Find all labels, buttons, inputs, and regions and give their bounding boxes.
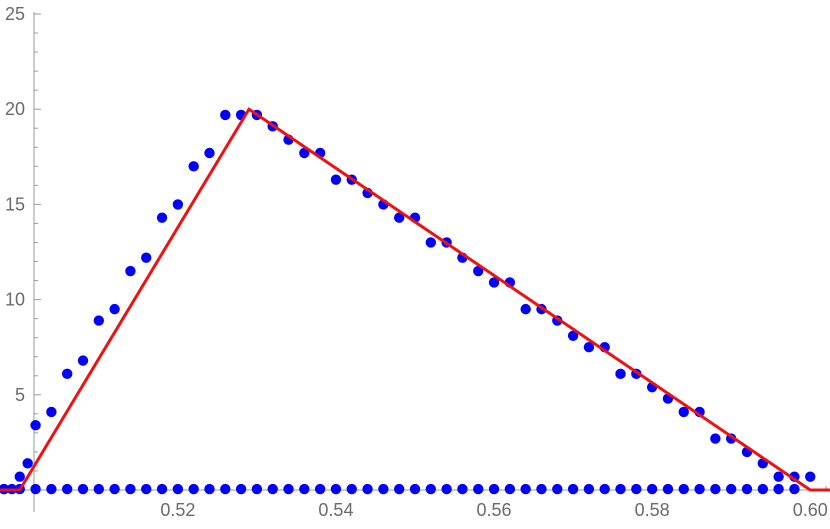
data-point: [646, 483, 658, 495]
data-point: [30, 483, 41, 495]
data-point: [235, 483, 247, 495]
data-point: [710, 433, 721, 444]
data-point: [330, 483, 342, 495]
x-tick-label: 0.54: [318, 500, 353, 520]
data-point: [156, 212, 168, 223]
data-point: [488, 483, 500, 495]
data-point: [583, 342, 595, 353]
data-point: [378, 483, 389, 495]
data-point: [109, 483, 120, 495]
tick-labels: 5 10 15 20 25 0.52 0.54 0.56 0.58 0.60: [5, 4, 828, 520]
y-tick-label: 10: [5, 290, 25, 310]
data-point: [773, 471, 784, 482]
data-point: [662, 483, 674, 495]
data-point: [599, 483, 610, 495]
data-point: [615, 368, 626, 380]
data-point: [283, 483, 294, 495]
data-point: [805, 471, 816, 482]
data-point: [125, 265, 136, 277]
data-point: [409, 483, 421, 495]
data-point: [536, 483, 547, 495]
data-point: [125, 483, 136, 495]
data-point: [567, 483, 579, 495]
data-point: [393, 483, 405, 495]
data-point: [204, 147, 215, 159]
x-tick-label: 0.56: [477, 500, 512, 520]
data-point: [773, 483, 784, 495]
data-point: [93, 315, 105, 326]
data-point: [425, 237, 437, 248]
data-point: [77, 483, 89, 495]
data-point: [172, 483, 184, 495]
data-point: [488, 277, 500, 288]
data-point: [267, 483, 278, 495]
data-point: [583, 483, 595, 495]
data-point: [694, 483, 705, 495]
data-point: [141, 252, 152, 263]
data-point: [14, 471, 25, 482]
axes: [0, 12, 830, 512]
data-point: [251, 483, 263, 495]
data-point: [46, 406, 57, 418]
data-point: [188, 161, 199, 172]
x-tick-label: 0.52: [160, 500, 195, 520]
fit-line: [0, 107, 830, 492]
data-point: [441, 483, 452, 495]
data-point: [204, 483, 215, 495]
x-tick-label: 0.60: [793, 500, 828, 520]
data-point: [457, 483, 468, 495]
data-point: [141, 483, 152, 495]
data-point: [520, 483, 531, 495]
data-point: [61, 483, 73, 495]
data-point: [741, 483, 753, 495]
data-point: [220, 483, 231, 495]
data-point: [552, 483, 563, 495]
y-tick-label: 20: [5, 99, 25, 119]
data-point: [61, 368, 73, 380]
data-points: [0, 109, 816, 495]
data-point: [299, 147, 310, 159]
y-tick-label: 25: [5, 4, 25, 24]
data-point: [346, 483, 357, 495]
data-point: [330, 174, 342, 185]
data-point: [93, 483, 105, 495]
data-point: [172, 199, 184, 210]
data-point: [46, 483, 57, 495]
data-point: [710, 483, 721, 495]
data-point: [473, 265, 484, 277]
data-point: [314, 483, 326, 495]
data-point: [678, 406, 689, 418]
x-tick-label: 0.58: [635, 500, 670, 520]
y-tick-label: 5: [15, 385, 25, 405]
data-point: [615, 483, 626, 495]
data-point: [362, 483, 373, 495]
data-point: [77, 355, 89, 366]
data-point: [678, 483, 689, 495]
data-point: [757, 483, 769, 495]
data-point: [789, 483, 800, 495]
data-point: [631, 483, 642, 495]
data-point: [393, 212, 405, 223]
data-point: [567, 330, 579, 341]
data-point: [504, 483, 516, 495]
data-point: [109, 303, 120, 315]
data-point: [156, 483, 168, 495]
data-point: [22, 458, 33, 469]
y-tick-label: 15: [5, 194, 25, 214]
data-point: [299, 483, 310, 495]
data-point: [473, 483, 484, 495]
data-point: [725, 483, 737, 495]
fit-lines: [0, 107, 830, 492]
data-point: [425, 483, 437, 495]
data-point: [520, 303, 531, 315]
data-point: [30, 420, 41, 431]
data-point: [220, 109, 231, 121]
data-point: [188, 483, 199, 495]
